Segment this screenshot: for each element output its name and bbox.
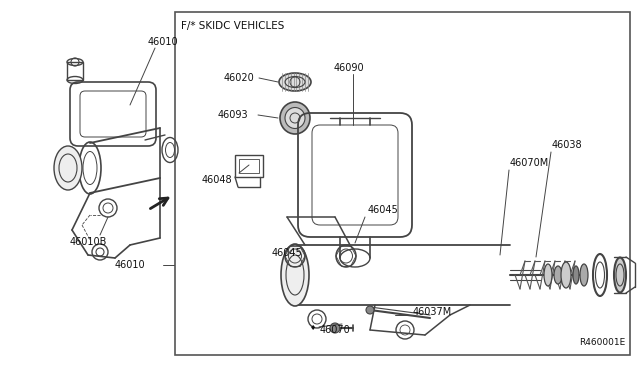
Text: 46045: 46045 xyxy=(368,205,399,215)
Text: 46093: 46093 xyxy=(218,110,248,120)
Text: 46090: 46090 xyxy=(334,63,365,73)
Text: 46048: 46048 xyxy=(202,175,232,185)
Text: F/* SKIDC VEHICLES: F/* SKIDC VEHICLES xyxy=(181,21,284,31)
Bar xyxy=(235,155,263,177)
Circle shape xyxy=(366,306,374,314)
Text: 46010B: 46010B xyxy=(69,237,107,247)
Ellipse shape xyxy=(614,257,626,292)
Ellipse shape xyxy=(561,262,571,288)
Ellipse shape xyxy=(285,108,305,128)
Ellipse shape xyxy=(281,244,309,306)
Ellipse shape xyxy=(573,266,579,284)
Bar xyxy=(175,12,630,355)
Circle shape xyxy=(330,323,340,333)
Ellipse shape xyxy=(544,264,552,286)
Bar xyxy=(67,62,83,80)
Ellipse shape xyxy=(279,73,311,91)
Text: 46070M: 46070M xyxy=(510,158,549,168)
Text: R460001E: R460001E xyxy=(579,338,625,347)
Text: 46010: 46010 xyxy=(115,260,146,270)
Text: 46070: 46070 xyxy=(320,325,351,335)
Text: 46020: 46020 xyxy=(224,73,255,83)
Ellipse shape xyxy=(280,102,310,134)
Bar xyxy=(239,159,259,173)
Text: 46010: 46010 xyxy=(148,37,179,47)
Text: 46037M: 46037M xyxy=(413,307,452,317)
Ellipse shape xyxy=(580,264,588,286)
Text: 46045: 46045 xyxy=(272,248,303,258)
Ellipse shape xyxy=(554,266,562,284)
Ellipse shape xyxy=(54,146,82,190)
Text: ♦: ♦ xyxy=(310,325,316,331)
Text: 46038: 46038 xyxy=(552,140,582,150)
